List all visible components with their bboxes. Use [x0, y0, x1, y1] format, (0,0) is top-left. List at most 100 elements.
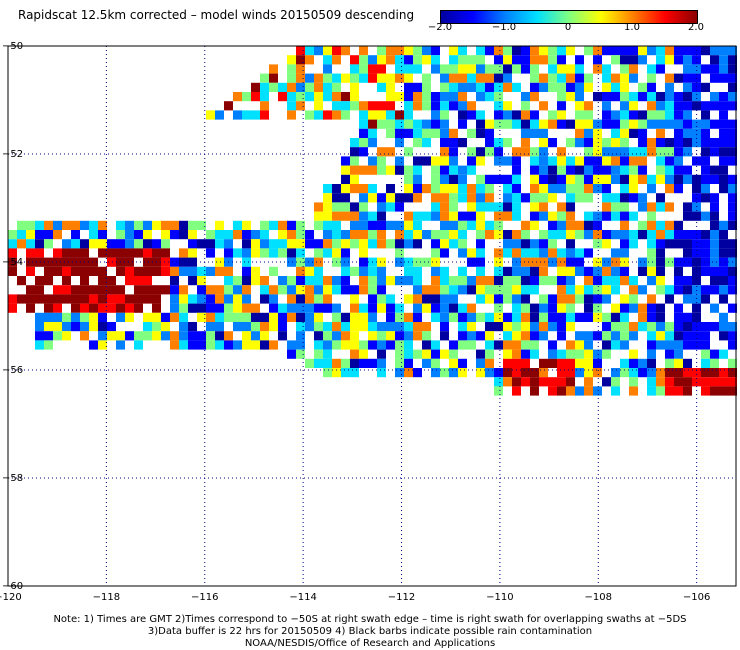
data-cell	[728, 138, 737, 148]
data-cell	[413, 174, 422, 184]
data-cell	[89, 266, 98, 276]
data-cell	[593, 276, 602, 286]
data-cell	[521, 220, 530, 230]
data-cell	[638, 55, 647, 65]
data-cell	[53, 294, 62, 304]
data-cell	[665, 174, 674, 184]
data-cell	[512, 119, 521, 129]
data-cell	[260, 331, 269, 341]
data-cell	[710, 349, 719, 359]
data-cell	[332, 368, 341, 378]
data-cell	[440, 184, 449, 194]
data-cell	[701, 340, 710, 350]
data-cell	[359, 266, 368, 276]
data-cell	[548, 294, 557, 304]
data-cell	[521, 368, 530, 378]
data-cell	[386, 82, 395, 92]
data-cell	[647, 138, 656, 148]
data-cell	[683, 174, 692, 184]
data-cell	[449, 211, 458, 221]
data-cell	[701, 211, 710, 221]
data-cell	[566, 138, 575, 148]
data-cell	[719, 220, 728, 230]
data-cell	[548, 230, 557, 240]
data-cell	[611, 202, 620, 212]
data-cell	[512, 147, 521, 157]
data-cell	[233, 92, 242, 102]
data-cell	[350, 92, 359, 102]
data-cell	[98, 285, 107, 295]
data-cell	[170, 340, 179, 350]
data-cell	[575, 64, 584, 74]
data-cell	[134, 220, 143, 230]
data-cell	[287, 340, 296, 350]
data-cell	[80, 266, 89, 276]
data-cell	[395, 46, 404, 56]
data-cell	[683, 248, 692, 258]
data-cell	[80, 294, 89, 304]
data-cell	[377, 276, 386, 286]
data-cell	[62, 220, 71, 230]
data-cell	[683, 386, 692, 396]
data-cell	[440, 294, 449, 304]
data-cell	[503, 211, 512, 221]
data-cell	[440, 349, 449, 359]
data-cell	[404, 165, 413, 175]
data-cell	[629, 303, 638, 313]
data-cell	[458, 303, 467, 313]
data-cell	[62, 312, 71, 322]
data-cell	[692, 156, 701, 166]
data-cell	[701, 101, 710, 111]
data-cell	[305, 358, 314, 368]
data-cell	[584, 340, 593, 350]
data-cell	[575, 101, 584, 111]
data-cell	[620, 220, 629, 230]
data-cell	[494, 230, 503, 240]
data-cell	[584, 276, 593, 286]
data-cell	[395, 257, 404, 267]
data-cell	[557, 55, 566, 65]
data-cell	[656, 110, 665, 120]
data-cell	[305, 92, 314, 102]
data-cell	[683, 64, 692, 74]
data-cell	[206, 303, 215, 313]
data-cell	[98, 276, 107, 286]
data-cell	[665, 101, 674, 111]
data-cell	[665, 184, 674, 194]
data-cell	[260, 230, 269, 240]
data-cell	[431, 156, 440, 166]
data-cell	[458, 211, 467, 221]
data-cell	[530, 92, 539, 102]
data-cell	[611, 303, 620, 313]
data-cell	[98, 331, 107, 341]
data-cell	[485, 46, 494, 56]
data-cell	[503, 138, 512, 148]
data-cell	[143, 248, 152, 258]
data-cell	[107, 239, 116, 249]
data-cell	[494, 174, 503, 184]
data-cell	[530, 386, 539, 396]
data-cell	[89, 294, 98, 304]
data-cell	[296, 101, 305, 111]
data-cell	[467, 156, 476, 166]
data-cell	[566, 239, 575, 249]
data-cell	[575, 73, 584, 83]
data-cell	[503, 184, 512, 194]
data-cell	[602, 340, 611, 350]
data-cell	[116, 294, 125, 304]
data-cell	[341, 73, 350, 83]
data-cell	[98, 312, 107, 322]
data-cell	[476, 276, 485, 286]
data-cell	[593, 46, 602, 56]
data-cell	[215, 285, 224, 295]
data-cell	[314, 322, 323, 332]
data-cell	[431, 110, 440, 120]
data-cell	[530, 377, 539, 387]
data-cell	[629, 349, 638, 359]
data-cell	[566, 92, 575, 102]
data-cell	[215, 331, 224, 341]
data-cell	[467, 211, 476, 221]
data-cell	[476, 174, 485, 184]
data-cell	[440, 147, 449, 157]
data-cell	[332, 276, 341, 286]
